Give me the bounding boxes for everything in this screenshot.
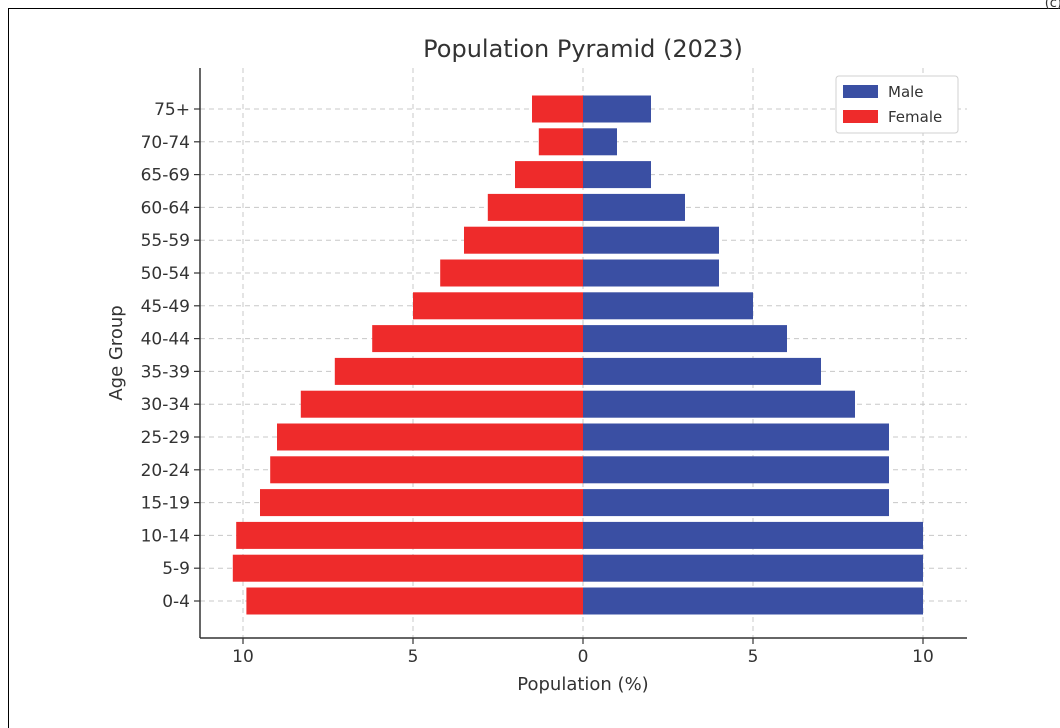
y-tick-label: 50-54 [141, 264, 190, 284]
bar-male-60-64 [583, 193, 685, 221]
bar-male-55-59 [583, 226, 719, 254]
y-tick-label: 5-9 [162, 559, 190, 579]
bar-female-25-29 [277, 423, 583, 451]
y-tick-label: 15-19 [141, 494, 190, 514]
bar-female-60-64 [487, 193, 583, 221]
bar-male-65-69 [583, 161, 651, 189]
bar-female-65-69 [515, 161, 583, 189]
bar-female-75+ [532, 95, 583, 123]
bar-male-5-9 [583, 554, 923, 582]
y-tick-label: 35-39 [141, 362, 190, 382]
y-tick-label: 65-69 [141, 166, 190, 186]
y-tick-label: 45-49 [141, 297, 190, 317]
y-axis-label: Age Group [106, 305, 127, 400]
x-tick-label: 5 [748, 647, 759, 667]
legend: Male Female [835, 75, 959, 134]
bar-male-35-39 [583, 357, 821, 385]
bar-female-40-44 [372, 325, 583, 353]
bar-female-10-14 [236, 521, 583, 549]
bar-male-10-14 [583, 521, 923, 549]
y-tick-label: 25-29 [141, 428, 190, 448]
y-tick-label: 40-44 [141, 330, 190, 350]
bar-male-40-44 [583, 325, 787, 353]
figure-frame: (c) [8, 0, 1060, 728]
bar-female-70-74 [538, 128, 583, 156]
legend-swatch-male [843, 85, 878, 98]
bar-female-15-19 [260, 489, 583, 517]
legend-label-male: Male [888, 83, 924, 101]
y-tick-label: 60-64 [141, 198, 190, 218]
bars [232, 95, 923, 615]
corner-label: (c) [1044, 0, 1060, 11]
y-tick-label: 20-24 [141, 461, 190, 481]
bar-female-20-24 [270, 456, 583, 484]
y-tick-label: 75+ [154, 100, 190, 120]
x-tick-label: 10 [912, 647, 934, 667]
y-tick-label: 0-4 [162, 592, 190, 612]
bar-male-45-49 [583, 292, 753, 320]
bar-female-30-34 [300, 390, 583, 418]
x-tick-label: 5 [408, 647, 419, 667]
bar-female-0-4 [246, 587, 583, 615]
y-tick-label: 10-14 [141, 526, 190, 546]
bar-female-35-39 [334, 357, 583, 385]
bar-male-0-4 [583, 587, 923, 615]
y-tick-label: 70-74 [141, 133, 190, 153]
x-axis-label: Population (%) [517, 674, 648, 695]
x-tick-label: 0 [578, 647, 589, 667]
bar-male-30-34 [583, 390, 855, 418]
y-tick-label: 55-59 [141, 231, 190, 251]
bar-male-20-24 [583, 456, 889, 484]
y-tick-label: 30-34 [141, 395, 190, 415]
bar-female-45-49 [413, 292, 583, 320]
bar-male-75+ [583, 95, 651, 123]
bar-male-70-74 [583, 128, 617, 156]
legend-label-female: Female [888, 108, 942, 126]
tick-labels: 10 5 0 5 10 0-4 5-9 10-14 15-19 20-24 25-29 30-34 35… [141, 100, 934, 667]
bar-male-50-54 [583, 259, 719, 287]
legend-swatch-female [843, 110, 878, 123]
x-tick-label: 10 [232, 647, 254, 667]
bar-female-50-54 [440, 259, 583, 287]
bar-male-15-19 [583, 489, 889, 517]
bar-female-55-59 [464, 226, 583, 254]
bar-female-5-9 [232, 554, 584, 582]
bar-male-25-29 [583, 423, 889, 451]
chart-title: Population Pyramid (2023) [423, 35, 743, 63]
